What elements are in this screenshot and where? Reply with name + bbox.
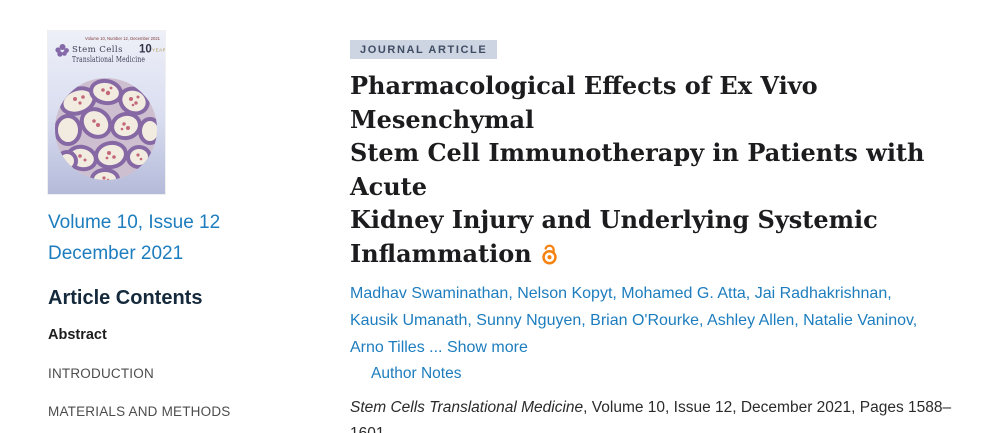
author-link[interactable]: Sunny Nguyen, (476, 312, 586, 329)
author-link[interactable]: Jai Radhakrishnan, (754, 285, 892, 302)
journal-name-line2: Translational Medicine (72, 55, 145, 64)
title-line: Inflammation (350, 237, 978, 274)
issue-link[interactable]: Volume 10, Issue 12 December 2021 (48, 207, 318, 269)
article-main: JOURNAL ARTICLE Pharmacological Effects … (350, 40, 978, 433)
author-link[interactable]: Mohamed G. Atta, (621, 285, 751, 302)
journal-logo-icon (55, 44, 69, 57)
author-list: Madhav Swaminathan, Nelson Kopyt, Mohame… (350, 280, 978, 361)
article-contents-heading: Article Contents (48, 287, 203, 309)
toc-item-materials-and-methods[interactable]: MATERIALS AND METHODS (48, 404, 231, 419)
author-link[interactable]: Kausik Umanath, (350, 312, 472, 329)
author-link[interactable]: Ashley Allen, (707, 312, 799, 329)
author-link[interactable]: Arno Tilles (350, 339, 425, 356)
author-link[interactable]: Madhav Swaminathan, (350, 285, 513, 302)
cover-volume-line: Volume 10, Number 12, December 2021 (85, 36, 161, 41)
author-notes-link[interactable]: Author Notes (371, 365, 462, 382)
authors-ellipsis: ... (429, 339, 443, 356)
show-more-link[interactable]: Show more (446, 339, 528, 356)
citation-journal-name: Stem Cells Translational Medicine (350, 399, 584, 416)
sidebar: Volume 10, Number 12, December 2021 Stem… (48, 31, 318, 433)
issue-link-line1: Volume 10, Issue 12 (48, 212, 221, 233)
title-line: Kidney Injury and Underlying Systemic (350, 205, 878, 234)
article-contents-list: Abstract INTRODUCTION MATERIALS AND METH… (48, 327, 318, 419)
author-line: Arno Tilles ... Show more (350, 334, 978, 361)
title-line: Pharmacological Effects of Ex Vivo Mesen… (350, 71, 818, 134)
author-link[interactable]: Brian O'Rourke, (590, 312, 704, 329)
toc-item-abstract[interactable]: Abstract (48, 327, 107, 343)
journal-name-line1: Stem Cells (72, 45, 123, 55)
journal-cover-image[interactable]: Volume 10, Number 12, December 2021 Stem… (48, 31, 170, 194)
article-title: Pharmacological Effects of Ex Vivo Mesen… (350, 69, 978, 273)
anniversary-label: YEARS (152, 48, 165, 53)
journal-article-badge: JOURNAL ARTICLE (350, 40, 498, 59)
open-access-icon[interactable] (539, 240, 560, 274)
issue-link-line2: December 2021 (48, 243, 184, 264)
title-line: Stem Cell Immunotherapy in Patients with… (350, 138, 925, 201)
author-line: Kausik Umanath, Sunny Nguyen, Brian O'Ro… (350, 307, 978, 334)
author-link[interactable]: Nelson Kopyt, (517, 285, 617, 302)
citation-block: Stem Cells Translational Medicine, Volum… (350, 395, 978, 433)
author-link[interactable]: Natalie Vaninov, (803, 312, 918, 329)
citation-line: Stem Cells Translational Medicine, Volum… (350, 395, 978, 433)
anniversary-number: 10 (139, 44, 152, 56)
citation-details: , Volume 10, Issue 12, December 2021, Pa… (350, 399, 952, 433)
toc-item-introduction[interactable]: INTRODUCTION (48, 366, 154, 381)
author-line: Madhav Swaminathan, Nelson Kopyt, Mohame… (350, 280, 978, 307)
